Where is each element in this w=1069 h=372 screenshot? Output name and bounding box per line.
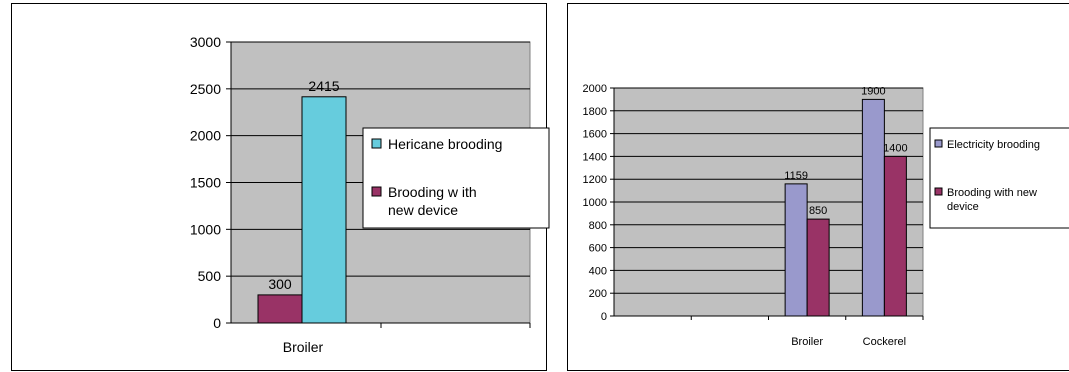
bar-0 <box>257 294 303 324</box>
chart-panel-2: 0 200 400 600 800 1000 1200 1400 1600 1800 2000 115… <box>567 3 1069 371</box>
legend-box <box>362 127 550 229</box>
y-tick-label: 1800 <box>583 106 607 118</box>
legend-swatch <box>934 139 943 148</box>
legend-label: Brooding w ith <box>388 184 477 200</box>
y-tick-label: 1500 <box>190 175 221 191</box>
legend-label: Hericane brooding <box>388 136 502 152</box>
y-tick-label: 0 <box>213 315 221 331</box>
chart-1-svg: 0 500 1000 1500 2000 2500 3000 300 2415 Broiler He… <box>190 34 550 355</box>
y-tick-label: 1400 <box>583 151 607 163</box>
legend-label: device <box>947 201 979 213</box>
y-tick-label: 0 <box>601 311 607 323</box>
data-label: 300 <box>268 276 292 292</box>
data-label: 1159 <box>784 170 808 182</box>
bar-1 <box>883 155 907 317</box>
x-tick-label: Broiler <box>283 339 324 355</box>
x-tick-label: Cockerel <box>863 336 906 348</box>
data-label: 1400 <box>883 142 907 154</box>
y-tick-label: 400 <box>589 265 607 277</box>
y-tick-label: 1200 <box>583 174 607 186</box>
data-label: 2415 <box>308 78 339 94</box>
legend-swatch <box>934 187 943 196</box>
bar-1 <box>806 218 830 317</box>
legend-label: Electricity brooding <box>947 139 1040 151</box>
chart-2-svg: 0 200 400 600 800 1000 1200 1400 1600 1800 2000 115… <box>583 83 1069 348</box>
data-label: 1900 <box>861 85 885 97</box>
data-label: 850 <box>809 205 827 217</box>
y-tick-label: 1000 <box>190 221 221 237</box>
y-tick-label: 3000 <box>190 34 221 50</box>
y-tick-label: 1600 <box>583 129 607 141</box>
y-tick-label: 2000 <box>190 128 221 144</box>
legend-swatch <box>371 138 382 149</box>
bar-1 <box>301 96 347 324</box>
legend-box <box>929 127 1069 229</box>
legend-label: new device <box>388 202 458 218</box>
bar-0 <box>784 183 808 317</box>
y-tick-label: 2500 <box>190 81 221 97</box>
y-tick-label: 800 <box>589 220 607 232</box>
legend-label: Brooding with new <box>947 187 1037 199</box>
y-tick-label: 200 <box>589 288 607 300</box>
y-tick-label: 600 <box>589 243 607 255</box>
legend-swatch <box>371 186 382 197</box>
chart-panel-1: 0 500 1000 1500 2000 2500 3000 300 2415 Broiler He… <box>11 3 550 371</box>
bar-0 <box>861 98 885 317</box>
y-tick-label: 2000 <box>583 83 607 95</box>
y-tick-label: 1000 <box>583 197 607 209</box>
y-tick-label: 500 <box>198 268 222 284</box>
x-tick-label: Broiler <box>791 336 823 348</box>
